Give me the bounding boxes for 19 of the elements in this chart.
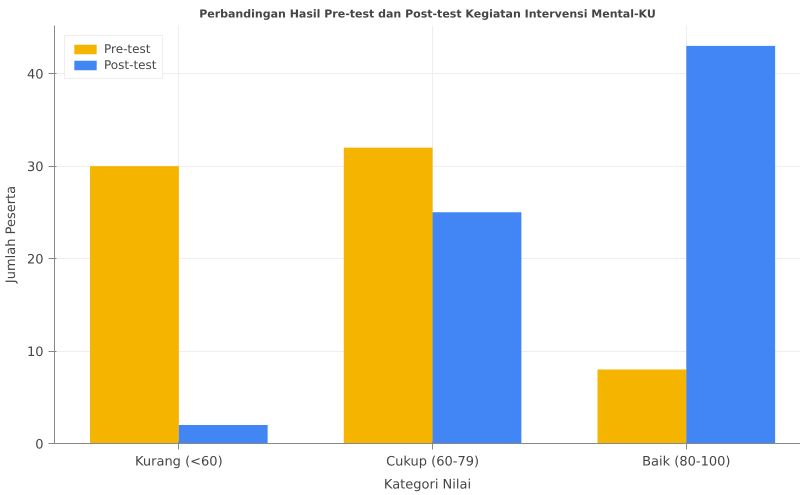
bar	[686, 46, 776, 444]
legend-label: Post-test	[104, 58, 156, 72]
chart-title: Perbandingan Hasil Pre-test dan Post-test Kegiatan Intervensi Mental-KU	[199, 8, 656, 20]
bar	[344, 148, 433, 444]
bar	[598, 370, 686, 444]
bar	[432, 212, 522, 444]
bar	[90, 166, 179, 444]
y-tick-label: 30	[26, 160, 44, 176]
y-tick-label: 10	[26, 345, 44, 360]
y-tick-label: 0	[35, 438, 44, 452]
x-tick-label: Baik (80-100)	[642, 454, 730, 470]
x-tick-label: Cukup (60-79)	[386, 454, 480, 470]
y-tick-label: 20	[26, 252, 44, 268]
legend-label: Pre-test	[104, 42, 150, 56]
y-axis-title: Jumlah Peserta	[4, 186, 19, 284]
x-tick-label: Kurang (<60)	[135, 454, 223, 470]
y-tick-label: 40	[26, 68, 44, 83]
bar	[178, 425, 268, 444]
x-axis-title: Kategori Nilai	[384, 478, 472, 492]
